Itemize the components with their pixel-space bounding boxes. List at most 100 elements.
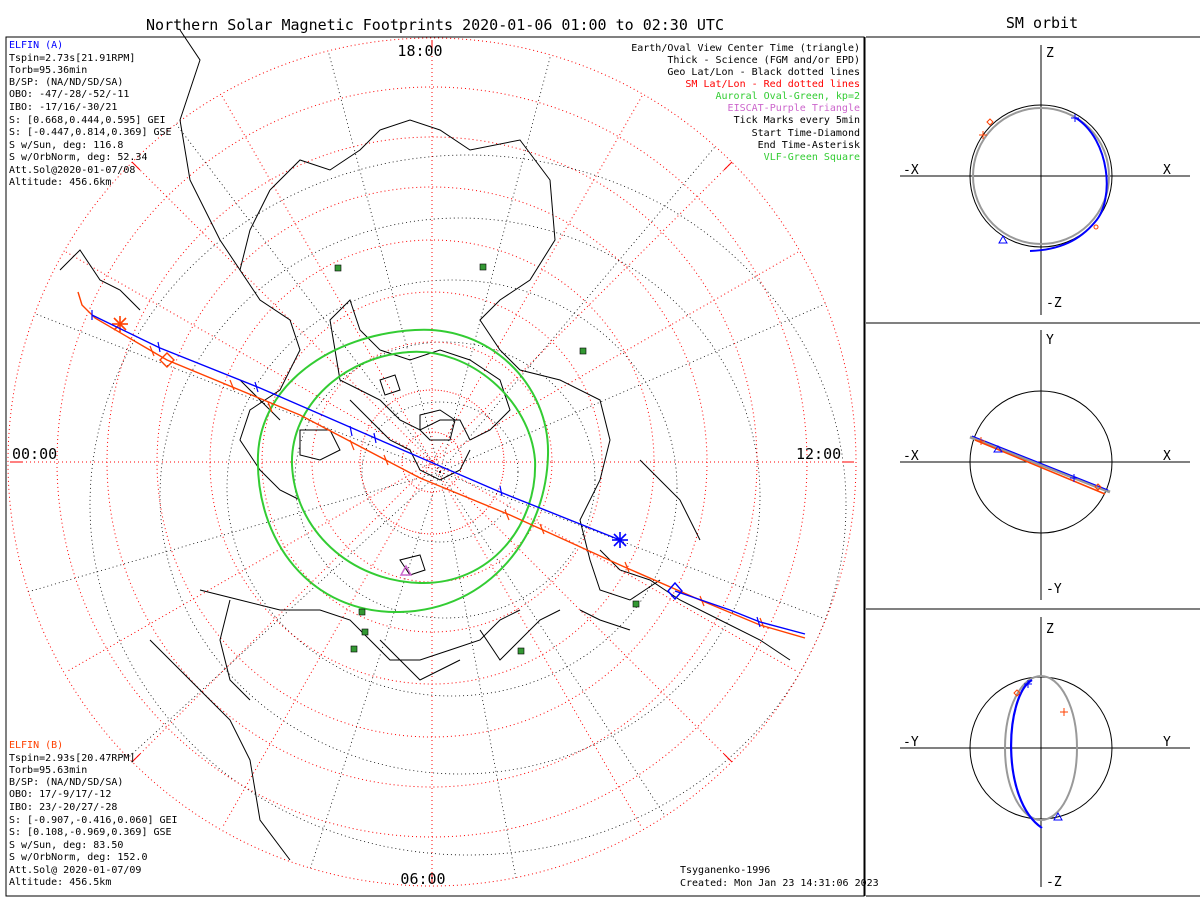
elfin-b-track — [77, 291, 806, 639]
orbit-panel-axes — [900, 617, 1190, 887]
clock-label-right: 12:00 — [796, 445, 841, 463]
geo-grid — [8, 38, 856, 886]
axis-label-top: Z — [1046, 622, 1054, 637]
vlf-stations — [334, 263, 640, 655]
orbit-markers — [977, 437, 1102, 491]
vlf-station-marker — [479, 263, 487, 271]
axis-label-right: Y — [1163, 735, 1171, 750]
axis-label-bottom: -Z — [1046, 296, 1062, 311]
orbit-shadow — [1004, 675, 1078, 821]
credits: Tsyganenko-1996 Created: Mon Jan 23 14:3… — [680, 865, 879, 889]
vlf-station-marker — [517, 647, 525, 655]
axis-label-left: -X — [903, 449, 919, 464]
end-asterisk-blue — [1024, 680, 1032, 688]
orbit-title: SM orbit — [1006, 14, 1078, 32]
view-triangle — [1053, 811, 1063, 821]
elfin-b-info-line: Altitude: 456.5km — [9, 877, 111, 888]
vlf-station-marker — [632, 600, 640, 608]
elfin-a-info-line: Tspin=2.73s[21.91RPM] — [9, 53, 135, 64]
elfin-b-end-asterisk — [112, 316, 128, 332]
elfin-a-orbit — [971, 435, 1109, 491]
legend-item: Tick Marks every 5min — [734, 115, 860, 126]
elfin-a-orbit — [1010, 679, 1043, 829]
elfin-b-info-line: S: [0.108,-0.969,0.369] GSE — [9, 827, 172, 838]
vlf-station-marker — [579, 347, 587, 355]
model-credit: Tsyganenko-1996 — [680, 865, 770, 876]
auroral-oval-outer — [256, 328, 550, 614]
elfin-a-info-line: S w/OrbNorm, deg: 52.34 — [9, 152, 147, 163]
vlf-station-marker — [334, 264, 342, 272]
start-diamond — [986, 118, 994, 126]
end-asterisk — [979, 131, 987, 139]
elfin-b-info-line: OBO: 17/-9/17/-12 — [9, 789, 111, 800]
elfin-a-info-line: S: [0.668,0.444,0.595] GEI — [9, 115, 166, 126]
view-triangle — [998, 234, 1008, 244]
end-asterisk-blue — [1070, 474, 1078, 482]
sm-grid-ticks — [10, 40, 854, 884]
earth-circle — [969, 390, 1113, 534]
axis-label-right: X — [1163, 163, 1171, 178]
elfin-b-info-line: Tspin=2.93s[20.47RPM] — [9, 753, 135, 764]
view-triangle — [993, 445, 1003, 453]
elfin-b-info-line: B/SP: (NA/ND/SD/SA) — [9, 777, 123, 788]
elfin-a-info-line: B/SP: (NA/ND/SD/SA) — [9, 77, 123, 88]
eiscat-triangle — [399, 564, 413, 576]
elfin-a-name: ELFIN (A) — [9, 40, 63, 51]
elfin-a-info-line: Att.Sol@2020-01-07/08 — [9, 165, 135, 176]
vlf-station-marker — [350, 645, 358, 653]
end-asterisk — [1060, 708, 1068, 716]
elfin-a-end-asterisk — [612, 532, 628, 548]
earth-circle — [969, 104, 1113, 248]
elfin-b-info-line: S w/Sun, deg: 83.50 — [9, 840, 123, 851]
elfin-b-info-line: S: [-0.907,-0.416,0.060] GEI — [9, 815, 178, 826]
elfin-a-tick-marks — [91, 310, 761, 628]
elfin-b-info-line: Att.Sol@ 2020-01-07/09 — [9, 865, 141, 876]
start-diamond — [1094, 483, 1102, 491]
polar-map: 18:00 06:00 00:00 12:00 — [7, 29, 857, 888]
created-timestamp: Created: Mon Jan 23 14:31:06 2023 — [680, 878, 879, 889]
elfin-b-name: ELFIN (B) — [9, 740, 63, 751]
axis-label-bottom: -Z — [1046, 875, 1062, 890]
legend: Earth/Oval View Center Time (triangle) T… — [631, 43, 860, 163]
elfin-a-info-line: Altitude: 456.6km — [9, 177, 111, 188]
legend-item: Start Time-Diamond — [752, 128, 860, 139]
axis-label-left: -X — [903, 163, 919, 178]
legend-item: VLF-Green Square — [764, 152, 860, 163]
polar-plot-frame — [5, 36, 865, 897]
tick-dot — [1093, 224, 1099, 230]
legend-item: Geo Lat/Lon - Black dotted lines — [667, 67, 860, 78]
coastlines — [59, 29, 791, 861]
orbit-markers — [1013, 680, 1068, 821]
elfin-a-info-line: Torb=95.36min — [9, 65, 87, 76]
elfin-a-info-line: OBO: -47/-28/-52/-11 — [9, 89, 129, 100]
legend-item: SM Lat/Lon - Red dotted lines — [685, 79, 860, 90]
axis-label-right: X — [1163, 449, 1171, 464]
sm-grid-inner-circles — [359, 389, 505, 535]
clock-label-left: 00:00 — [12, 445, 57, 463]
main-title: Northern Solar Magnetic Footprints 2020-… — [146, 16, 724, 34]
orbit-shadow — [972, 107, 1110, 245]
elfin-b-start-diamond — [159, 352, 175, 368]
clock-label-bottom: 06:00 — [400, 870, 445, 888]
orbit-panel-xz: Z -Z -X X — [900, 45, 1190, 315]
orbit-markers — [979, 114, 1099, 244]
elfin-a-info: ELFIN (A) Tspin=2.73s[21.91RPM] Torb=95.… — [9, 40, 172, 188]
legend-item: EISCAT-Purple Triangle — [728, 103, 860, 114]
elfin-b-info-line: S w/OrbNorm, deg: 152.0 — [9, 852, 147, 863]
auroral-oval — [256, 328, 550, 614]
auroral-oval-inner — [290, 350, 537, 585]
elfin-a-info-line: IBO: -17/16/-30/21 — [9, 102, 117, 113]
elfin-b-info-line: Torb=95.63min — [9, 765, 87, 776]
legend-item: Auroral Oval-Green, kp=2 — [716, 91, 861, 102]
legend-item: Earth/Oval View Center Time (triangle) — [631, 43, 860, 54]
elfin-a-footprint-line-2 — [674, 590, 806, 635]
elfin-b-info-line: IBO: 23/-20/27/-28 — [9, 802, 117, 813]
clock-label-top: 18:00 — [397, 42, 442, 60]
elfin-b-orbit — [974, 439, 1106, 495]
elfin-b-footprint-line — [77, 291, 806, 639]
axis-label-top: Z — [1046, 46, 1054, 61]
elfin-a-start-diamond — [667, 581, 683, 601]
vlf-station-marker — [361, 628, 369, 636]
orbit-shadow — [969, 435, 1111, 494]
